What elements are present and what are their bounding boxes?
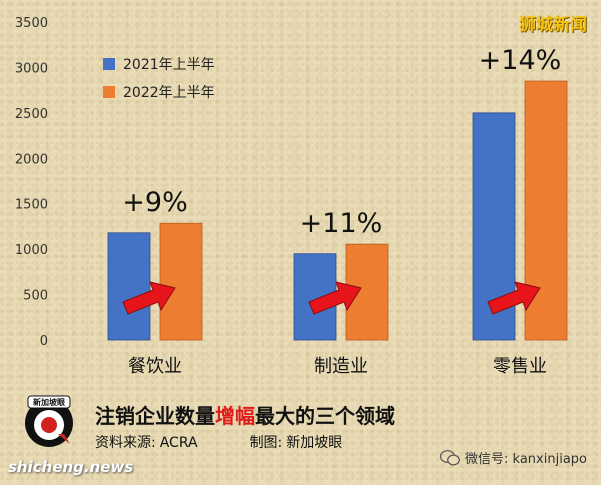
wechat-id: 微信号: kanxinjiapo bbox=[440, 448, 587, 467]
y-tick-label: 1000 bbox=[15, 243, 48, 258]
wechat-label: 微信号: kanxinjiapo bbox=[465, 452, 587, 467]
legend-label-2022: 2022年上半年 bbox=[123, 85, 215, 101]
legend-label-2021: 2021年上半年 bbox=[123, 57, 215, 73]
footer-title-highlight: 增幅 bbox=[215, 404, 255, 428]
legend-item-2021: 2021年上半年 bbox=[103, 50, 215, 78]
legend-swatch-2021 bbox=[103, 58, 115, 70]
source-value: ACRA bbox=[159, 435, 198, 451]
category-label: 制造业 bbox=[314, 356, 368, 377]
growth-arrow-icon bbox=[308, 281, 362, 315]
bar-2022 bbox=[159, 222, 203, 341]
y-tick-label: 2500 bbox=[15, 107, 48, 122]
growth-annotation: +14% bbox=[479, 45, 562, 76]
credit-value: 新加坡眼 bbox=[286, 435, 343, 451]
category-label: 零售业 bbox=[493, 356, 547, 377]
footer-source: 资料来源: ACRA 制图: 新加坡眼 bbox=[95, 432, 346, 452]
bar-2021 bbox=[107, 232, 151, 341]
growth-annotation: +9% bbox=[122, 187, 187, 218]
credit-label: 制图: bbox=[249, 435, 283, 451]
wechat-icon bbox=[440, 449, 460, 465]
y-tick-label: 3000 bbox=[15, 61, 48, 76]
footer-title-post: 最大的三个领域 bbox=[255, 404, 395, 428]
category-label: 餐饮业 bbox=[128, 356, 182, 377]
logo-text: 新加坡眼 bbox=[33, 397, 65, 407]
footer-title-pre: 注销企业数量 bbox=[95, 404, 215, 428]
legend: 2021年上半年 2022年上半年 bbox=[103, 50, 215, 106]
legend-swatch-2022 bbox=[103, 86, 115, 98]
y-tick-label: 3500 bbox=[15, 16, 48, 31]
site-watermark: shicheng.news bbox=[8, 458, 134, 476]
logo-icon: 新加坡眼 bbox=[25, 395, 73, 447]
y-tick-label: 1500 bbox=[15, 198, 48, 213]
legend-item-2022: 2022年上半年 bbox=[103, 78, 215, 106]
brand-label: 狮城新闻 bbox=[519, 15, 587, 35]
y-tick-label: 2000 bbox=[15, 152, 48, 167]
growth-annotation: +11% bbox=[300, 208, 383, 239]
y-tick-label: 500 bbox=[23, 289, 48, 304]
growth-arrow-icon bbox=[122, 281, 176, 315]
footer-title: 注销企业数量增幅最大的三个领域 bbox=[95, 400, 395, 429]
growth-arrow-icon bbox=[487, 281, 541, 315]
source-label: 资料来源: bbox=[95, 435, 156, 451]
y-tick-label: 0 bbox=[40, 334, 48, 349]
